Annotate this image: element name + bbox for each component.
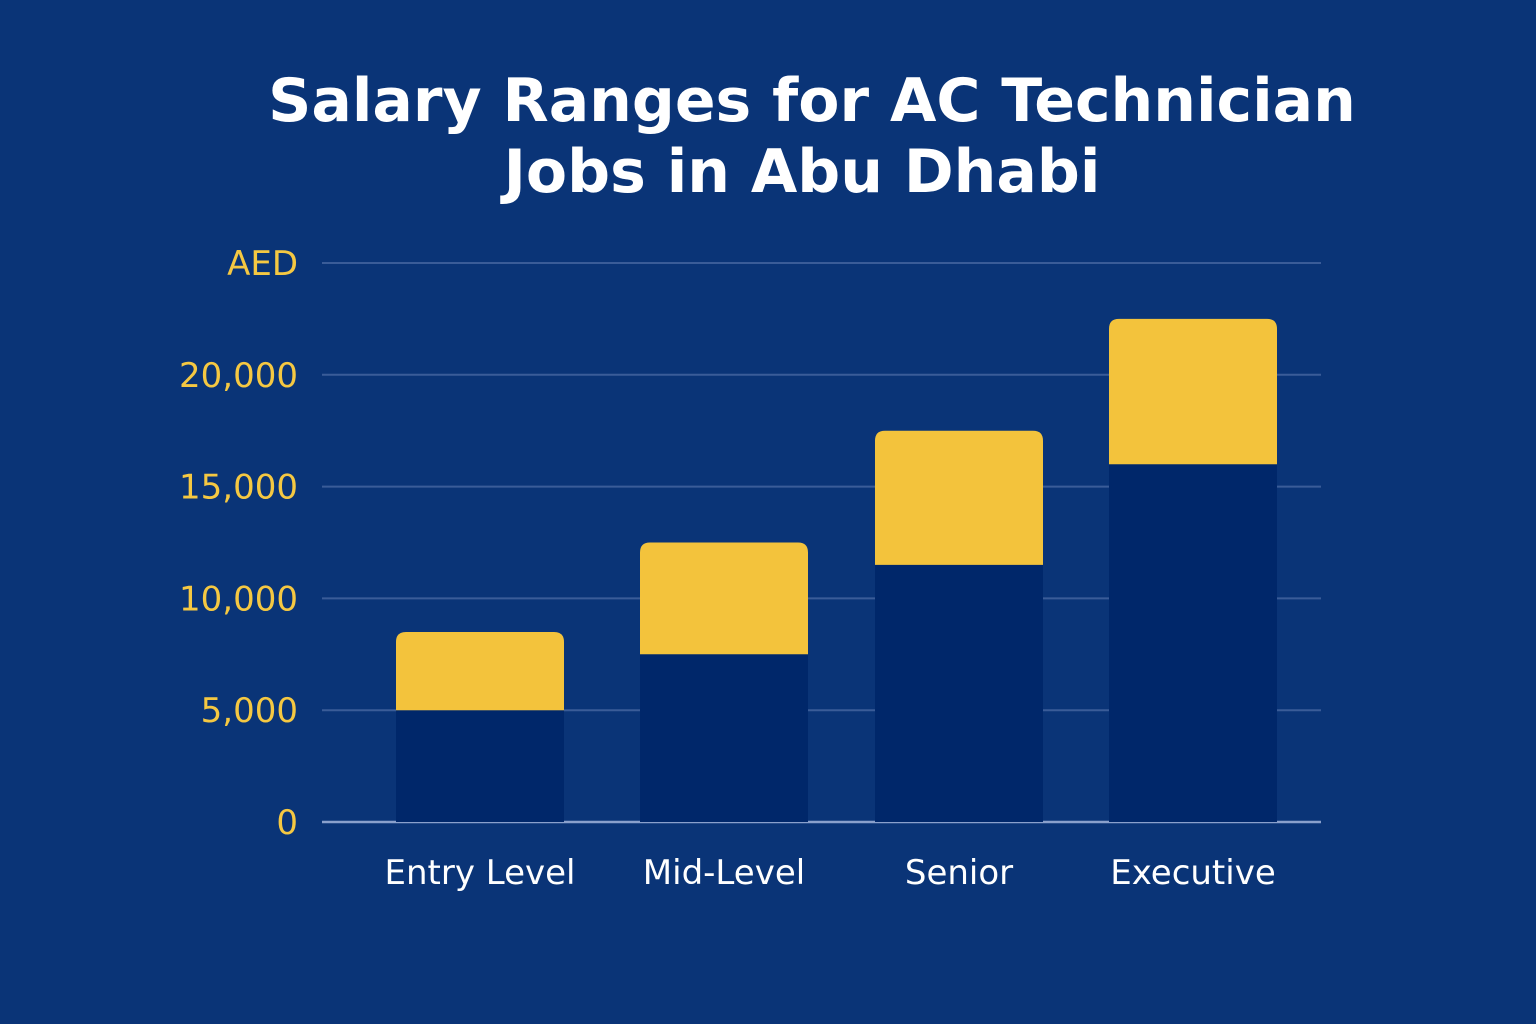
- bar-range-segment: [1109, 318, 1277, 465]
- y-tick-label: 5,000: [201, 691, 298, 731]
- bar-min-segment: [1109, 464, 1277, 822]
- x-tick-label: Entry Level: [384, 853, 575, 893]
- y-tick-label: 0: [276, 803, 298, 843]
- bar-range-segment: [396, 631, 564, 711]
- chart-title-line-1: Salary Ranges for AC Technician: [268, 66, 1356, 136]
- bar-range-segment: [875, 430, 1043, 565]
- x-tick-label: Executive: [1110, 853, 1276, 893]
- y-tick-label: 15,000: [179, 468, 298, 508]
- chart-title-line-2: Jobs in Abu Dhabi: [500, 137, 1101, 207]
- y-axis-unit-label: AED: [227, 244, 298, 284]
- y-tick-label: 10,000: [179, 579, 298, 619]
- x-tick-label: Mid-Level: [643, 853, 805, 893]
- bar-min-segment: [396, 710, 564, 822]
- bar-min-segment: [640, 654, 808, 822]
- x-tick-label: Senior: [905, 853, 1013, 893]
- y-tick-label: 20,000: [179, 356, 298, 396]
- bar-range-segment: [640, 542, 808, 655]
- bar-min-segment: [875, 564, 1043, 822]
